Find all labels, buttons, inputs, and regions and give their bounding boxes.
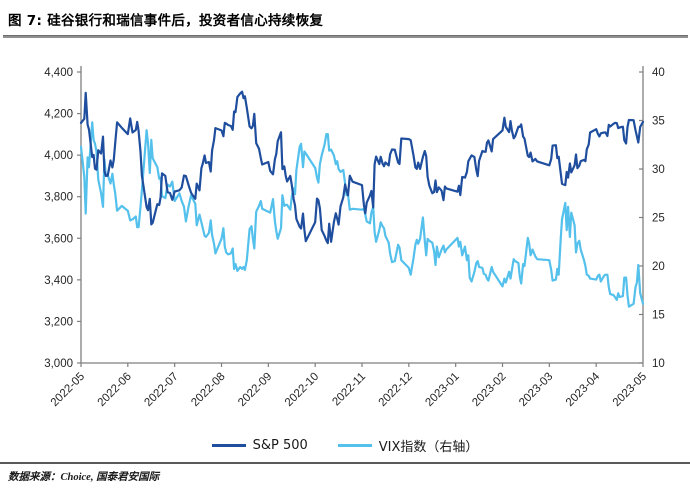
legend: S&P 500 VIX指数（右轴） [0, 436, 690, 455]
vix-line [79, 121, 645, 308]
title-divider [3, 35, 688, 38]
right-axis-tick-label: 15 [652, 310, 665, 322]
right-axis-tick-label: 35 [652, 116, 665, 128]
source-text: 数据来源：Choice, 国泰君安国际 [8, 472, 160, 483]
left-axis-tick-label: 3,600 [44, 233, 73, 245]
x-axis-tick-label: 2022-06 [96, 371, 134, 409]
left-axis-tick-label: 4,400 [44, 67, 73, 79]
right-axis-tick-label: 20 [652, 261, 665, 273]
x-axis-tick-label: 2022-10 [283, 371, 321, 409]
x-axis-tick-label: 2023-01 [423, 371, 461, 409]
x-axis-tick-label: 2023-04 [564, 370, 603, 409]
left-axis-tick-label: 3,000 [44, 358, 73, 370]
right-axis-tick-label: 40 [652, 67, 665, 79]
figure-title: 图 7: 硅谷银行和瑞信事件后，投资者信心持续恢复 [8, 13, 324, 29]
source-footer: 数据来源：Choice, 国泰君安国际 [0, 462, 690, 485]
sp500-line-swatch [211, 444, 246, 447]
left-axis-tick-label: 4,200 [44, 109, 73, 121]
left-axis-tick-label: 3,400 [44, 275, 73, 287]
x-axis-tick-label: 2023-02 [470, 371, 508, 409]
x-axis-tick-label: 2023-05 [611, 371, 649, 409]
legend-item-vix: VIX指数（右轴） [337, 436, 479, 455]
x-axis-tick-label: 2022-05 [49, 371, 87, 409]
x-axis-tick-label: 2022-09 [236, 371, 274, 409]
right-axis-tick-label: 25 [652, 213, 665, 225]
left-axis-tick-label: 3,800 [44, 192, 73, 204]
right-axis-tick-label: 10 [652, 358, 665, 370]
x-axis-tick-label: 2023-03 [517, 371, 555, 409]
sp500-line [79, 90, 645, 245]
x-axis-tick-label: 2022-12 [377, 371, 415, 409]
left-axis-tick-label: 4,000 [44, 150, 73, 162]
x-axis-tick-label: 2022-11 [330, 371, 368, 409]
x-axis-tick-label: 2022-08 [189, 371, 227, 409]
legend-label-vix: VIX指数（右轴） [378, 440, 479, 455]
legend-label-sp500: S&P 500 [252, 438, 308, 453]
right-axis-tick-label: 30 [652, 164, 665, 176]
x-axis-tick-label: 2022-07 [142, 371, 180, 409]
vix-line-swatch [337, 444, 372, 447]
left-axis-tick-label: 3,200 [44, 316, 73, 328]
legend-item-sp500: S&P 500 [211, 438, 308, 453]
